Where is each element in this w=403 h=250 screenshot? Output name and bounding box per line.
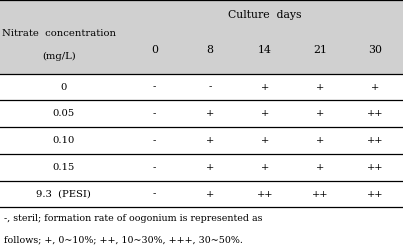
Text: -: -	[153, 136, 156, 145]
Text: 0.15: 0.15	[52, 163, 75, 172]
Text: ++: ++	[257, 190, 273, 198]
Text: +: +	[316, 109, 324, 118]
Text: ++: ++	[312, 190, 328, 198]
Text: +: +	[261, 163, 269, 172]
Text: 21: 21	[313, 45, 327, 55]
Text: +: +	[316, 82, 324, 92]
Text: +: +	[206, 190, 214, 198]
Bar	[0, 0, 403, 74]
Text: (mg/L): (mg/L)	[43, 52, 76, 60]
Text: +: +	[206, 163, 214, 172]
Text: 0.05: 0.05	[52, 109, 75, 118]
Text: 0.10: 0.10	[52, 136, 75, 145]
Text: -: -	[208, 82, 212, 92]
Text: +: +	[206, 136, 214, 145]
Text: +: +	[261, 136, 269, 145]
Text: +: +	[206, 109, 214, 118]
Text: +: +	[261, 109, 269, 118]
Text: -: -	[153, 82, 156, 92]
Text: -: -	[153, 163, 156, 172]
Text: +: +	[316, 136, 324, 145]
Text: ++: ++	[367, 163, 384, 172]
Text: +: +	[371, 82, 380, 92]
Text: Nitrate  concentration: Nitrate concentration	[2, 29, 116, 38]
Text: 0: 0	[151, 45, 158, 55]
Text: -: -	[153, 109, 156, 118]
Text: +: +	[316, 163, 324, 172]
Text: 8: 8	[206, 45, 213, 55]
Text: 0: 0	[60, 82, 66, 92]
Text: -: -	[153, 190, 156, 198]
Text: 30: 30	[368, 45, 382, 55]
Text: +: +	[261, 82, 269, 92]
Text: -, steril; formation rate of oogonium is represented as: -, steril; formation rate of oogonium is…	[4, 214, 262, 223]
Text: ++: ++	[367, 136, 384, 145]
Text: ++: ++	[367, 109, 384, 118]
Text: 14: 14	[258, 45, 272, 55]
Text: Culture  days: Culture days	[228, 10, 302, 20]
Text: ++: ++	[367, 190, 384, 198]
Text: 9.3  (PESI): 9.3 (PESI)	[36, 190, 91, 198]
Text: follows; +, 0~10%; ++, 10~30%, +++, 30~50%.: follows; +, 0~10%; ++, 10~30%, +++, 30~5…	[4, 235, 243, 244]
